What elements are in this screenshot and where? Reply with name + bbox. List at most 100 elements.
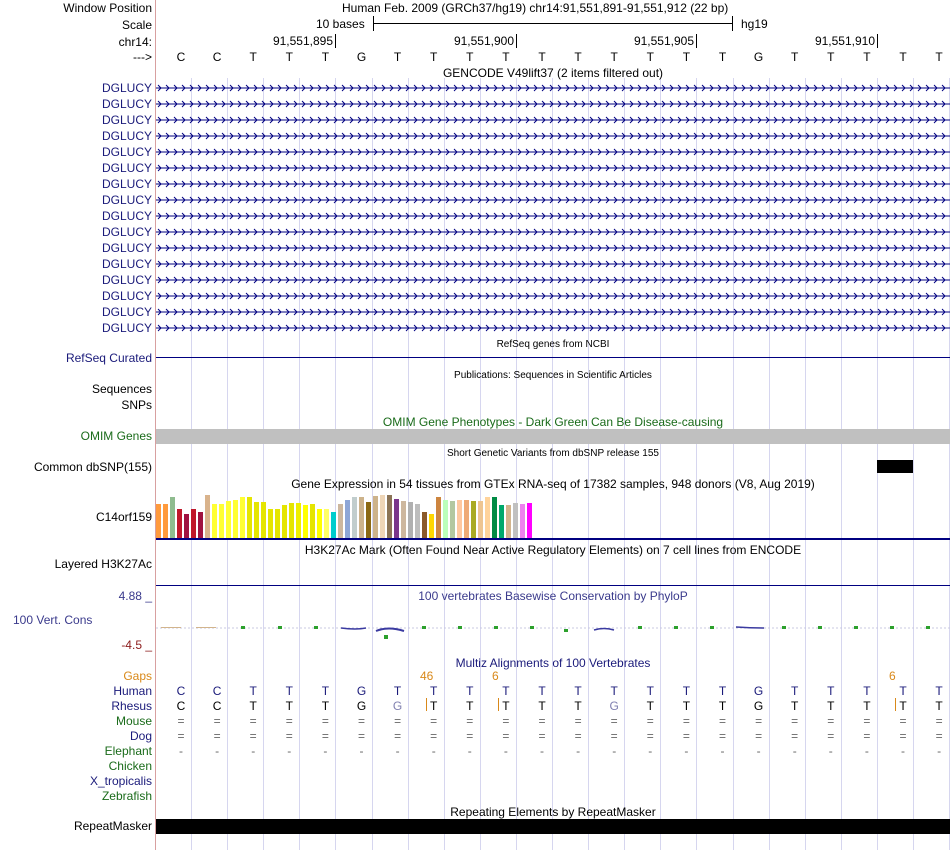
gencode-transcript[interactable] [156,209,950,223]
gtex-tissue-bar[interactable] [506,505,511,538]
gtex-tissue-bar[interactable] [268,509,273,538]
gtex-tissue-bar[interactable] [422,512,427,538]
dbsnp-track-label[interactable]: Common dbSNP(155) [33,460,152,474]
gencode-transcript[interactable] [156,321,950,335]
gencode-transcript[interactable] [156,129,950,143]
gtex-tissue-bar[interactable] [303,505,308,538]
gencode-transcript[interactable] [156,289,950,303]
gtex-tissue-bar[interactable] [212,504,217,538]
dbsnp-variant-block[interactable] [877,460,913,473]
gtex-tissue-bar[interactable] [254,502,259,538]
gencode-transcript[interactable] [156,81,950,95]
gencode-gene-label[interactable]: DGLUCY [101,305,152,319]
gtex-tissue-bar[interactable] [170,497,175,538]
gtex-tissue-bar[interactable] [415,504,420,538]
gtex-tissue-bar[interactable] [331,512,336,538]
gtex-tissue-bar[interactable] [282,505,287,538]
publications-sequences-label[interactable]: Sequences [91,382,152,396]
gtex-tissue-bar[interactable] [485,497,490,538]
gencode-transcript[interactable] [156,177,950,191]
gtex-tissue-bar[interactable] [247,497,252,538]
gtex-tissue-bar[interactable] [464,500,469,538]
gtex-tissue-bar[interactable] [205,495,210,538]
gtex-tissue-bar[interactable] [345,500,350,538]
gtex-expression-bars[interactable] [156,490,536,538]
gtex-tissue-bar[interactable] [380,495,385,538]
species-label-human[interactable]: Human [113,684,152,698]
gtex-tissue-bar[interactable] [261,502,266,538]
gtex-tissue-bar[interactable] [436,497,441,538]
gencode-transcript[interactable] [156,161,950,175]
phylop-track-label[interactable]: 100 Vert. Cons [13,613,93,627]
species-label-rhesus[interactable]: Rhesus [111,699,152,713]
gencode-gene-label[interactable]: DGLUCY [101,209,152,223]
species-label-zebrafish[interactable]: Zebrafish [101,789,152,803]
gencode-gene-label[interactable]: DGLUCY [101,129,152,143]
gtex-tissue-bar[interactable] [352,497,357,538]
gtex-tissue-bar[interactable] [198,512,203,538]
gtex-tissue-bar[interactable] [478,501,483,538]
repeatmasker-track-label[interactable]: RepeatMasker [73,819,152,833]
gtex-tissue-bar[interactable] [429,514,434,538]
gtex-tissue-bar[interactable] [499,505,504,538]
gencode-gene-label[interactable]: DGLUCY [101,177,152,191]
species-label-elephant[interactable]: Elephant [104,744,152,758]
refseq-track-label[interactable]: RefSeq Curated [65,351,152,365]
gencode-gene-label[interactable]: DGLUCY [101,161,152,175]
species-label-dog[interactable]: Dog [129,729,152,743]
gtex-tissue-bar[interactable] [492,497,497,538]
gencode-gene-label[interactable]: DGLUCY [101,113,152,127]
omim-track-label[interactable]: OMIM Genes [80,429,152,443]
gtex-tissue-bar[interactable] [373,496,378,538]
gencode-gene-label[interactable]: DGLUCY [101,97,152,111]
gencode-transcript[interactable] [156,305,950,319]
gencode-transcript[interactable] [156,257,950,271]
gencode-gene-label[interactable]: DGLUCY [101,145,152,159]
gtex-tissue-bar[interactable] [408,502,413,538]
publications-snps-label[interactable]: SNPs [121,398,152,412]
gtex-tissue-bar[interactable] [240,497,245,538]
repeatmasker-element-bar[interactable] [156,819,950,834]
track-data-area[interactable]: Human Feb. 2009 (GRCh37/hg19) chr14:91,5… [156,0,950,850]
gtex-gene-label[interactable]: C14orf159 [95,510,152,524]
gtex-tissue-bar[interactable] [296,503,301,538]
gtex-tissue-bar[interactable] [520,504,525,538]
gencode-gene-label[interactable]: DGLUCY [101,321,152,335]
gencode-transcript[interactable] [156,193,950,207]
gtex-tissue-bar[interactable] [471,501,476,538]
gtex-tissue-bar[interactable] [177,509,182,538]
gtex-tissue-bar[interactable] [513,503,518,538]
gtex-tissue-bar[interactable] [387,495,392,538]
gtex-tissue-bar[interactable] [366,502,371,538]
gtex-tissue-bar[interactable] [457,500,462,538]
species-label-chicken[interactable]: Chicken [108,759,152,773]
gencode-transcript[interactable] [156,225,950,239]
gtex-tissue-bar[interactable] [275,509,280,538]
phylop-plot[interactable] [156,600,950,648]
gencode-transcript[interactable] [156,241,950,255]
gencode-transcript[interactable] [156,273,950,287]
gtex-tissue-bar[interactable] [184,514,189,538]
gtex-tissue-bar[interactable] [450,501,455,538]
gtex-tissue-bar[interactable] [338,504,343,538]
gencode-transcript[interactable] [156,97,950,111]
gtex-tissue-bar[interactable] [156,504,161,538]
gencode-transcript[interactable] [156,145,950,159]
h3k27ac-track-label[interactable]: Layered H3K27Ac [54,557,152,571]
gtex-tissue-bar[interactable] [289,503,294,538]
species-label-mouse[interactable]: Mouse [115,714,152,728]
gencode-gene-label[interactable]: DGLUCY [101,257,152,271]
gtex-tissue-bar[interactable] [324,509,329,538]
gtex-tissue-bar[interactable] [317,509,322,538]
gencode-gene-label[interactable]: DGLUCY [101,273,152,287]
species-label-x_tropicalis[interactable]: X_tropicalis [89,774,152,788]
gtex-tissue-bar[interactable] [219,504,224,538]
refseq-gene-line[interactable] [156,357,950,358]
gtex-tissue-bar[interactable] [191,509,196,538]
gtex-tissue-bar[interactable] [226,501,231,538]
gtex-tissue-bar[interactable] [233,500,238,538]
gtex-tissue-bar[interactable] [310,504,315,538]
gencode-gene-label[interactable]: DGLUCY [101,225,152,239]
gtex-tissue-bar[interactable] [163,504,168,538]
